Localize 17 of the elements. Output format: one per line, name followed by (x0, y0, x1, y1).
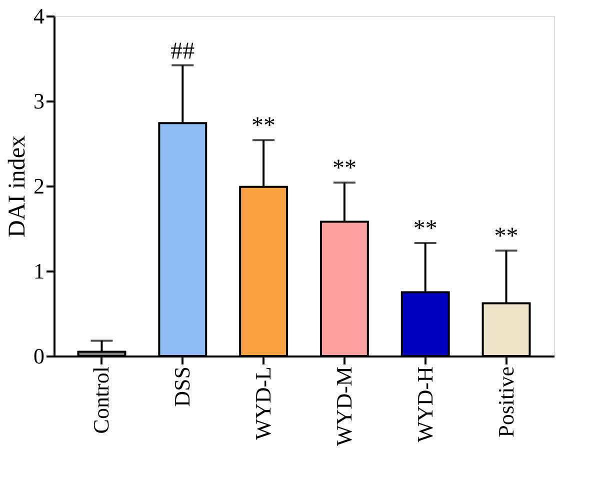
y-tick-label: 3 (34, 88, 44, 114)
x-tick-label: WYD-L (250, 366, 276, 440)
annotation: ** (413, 216, 438, 242)
y-tick-label: 1 (34, 258, 44, 284)
x-tick-label: Positive (493, 366, 518, 438)
x-tick-label: DSS (170, 366, 195, 407)
x-tick-label: Control (88, 366, 114, 434)
y-tick-label: 4 (34, 4, 44, 28)
y-tick-label: 0 (34, 344, 44, 368)
annotation: ** (252, 113, 276, 140)
annotation: ## (170, 38, 195, 64)
x-tick-label: WYD-M (331, 366, 356, 446)
x-tick-label: WYD-H (412, 366, 438, 442)
annotation: ** (494, 224, 518, 250)
y-tick-label: 2 (34, 174, 44, 198)
y-axis-title: DAI index (4, 136, 30, 238)
annotation: ** (332, 156, 356, 182)
